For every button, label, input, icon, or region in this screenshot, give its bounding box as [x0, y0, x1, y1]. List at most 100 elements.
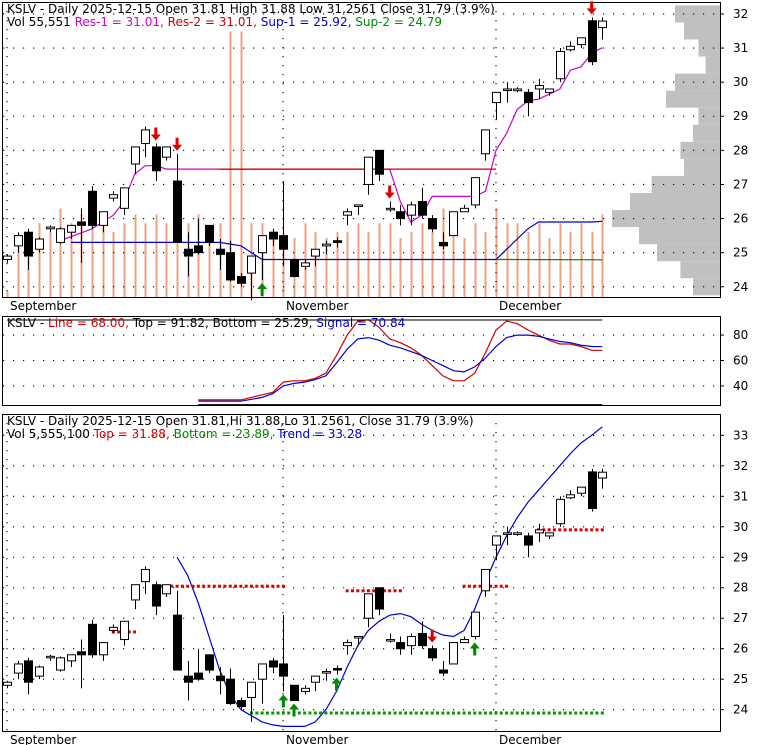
support-dot [425, 711, 429, 715]
trend-legend-part: Vol 5,555,100 [7, 427, 90, 441]
resistance-dot [159, 584, 163, 588]
resistance-dot [478, 584, 482, 588]
trend-candle [343, 642, 352, 647]
price-candle [439, 241, 448, 247]
support-dot [335, 711, 339, 715]
price-candle [120, 187, 129, 209]
support-dot [446, 711, 450, 715]
price-ytick-label: 32 [733, 7, 748, 21]
trend-candle [396, 642, 405, 650]
resistance-dot [117, 630, 121, 634]
volume-profile-bar [698, 39, 720, 57]
stoch-legend-part: KSLV - [7, 316, 48, 330]
price-candle [396, 211, 405, 220]
price-candle [503, 88, 512, 91]
price-candle [194, 245, 203, 254]
resistance-dot [568, 528, 572, 532]
volume-profile-bar [684, 22, 720, 40]
price-title: KSLV - Daily 2025-12-15 Open 31.81 High … [7, 2, 495, 16]
trend-candle [513, 532, 522, 535]
support-dot [366, 711, 370, 715]
price-candle [492, 91, 501, 104]
support-dot [510, 711, 514, 715]
trend-legend-part: Trend = 33.28 [273, 427, 362, 441]
price-candle [290, 258, 299, 278]
support-dot [287, 711, 291, 715]
trend-candle [460, 639, 469, 644]
price-candle [152, 146, 161, 172]
support-dot [531, 711, 535, 715]
trend-candle [56, 657, 65, 671]
support-dot [350, 711, 354, 715]
price-candle [279, 235, 288, 250]
resistance-dot [494, 584, 498, 588]
price-candle [14, 235, 23, 247]
price-ytick-label: 27 [733, 177, 748, 191]
trend-candle [35, 666, 44, 677]
support-dot [430, 711, 434, 715]
resistance-dot [260, 584, 264, 588]
trend-title: KSLV - Daily 2025-12-15 Open 31.81,Hi 31… [7, 414, 474, 428]
trend-ytick-label: 24 [733, 703, 748, 717]
price-legend-part: Sup-2 = 24.79 [351, 15, 442, 29]
price-candle [141, 129, 150, 145]
volume-profile-bar [675, 73, 720, 91]
buy-arrow-marker [257, 282, 268, 296]
support-dot [542, 711, 546, 715]
support-dot [590, 711, 594, 715]
price-candle [375, 149, 384, 175]
price-candle [205, 224, 214, 243]
trend-candle [301, 687, 310, 692]
resistance-dot [170, 584, 174, 588]
buy-arrow-marker [278, 694, 289, 708]
resistance-dot [393, 589, 397, 593]
stoch-frame [2, 316, 721, 406]
volume-profile-bar [675, 5, 720, 23]
trend-candle [322, 671, 331, 674]
resistance-dot [223, 584, 227, 588]
support-dot [441, 711, 445, 715]
price-candle [184, 248, 193, 257]
support-dot [595, 711, 599, 715]
resistance-dot [345, 589, 349, 593]
price-ytick-label: 25 [733, 246, 748, 260]
trend-ytick-label: 27 [733, 611, 748, 625]
support-dot [404, 711, 408, 715]
trend-candle [311, 675, 320, 683]
resistance-dot [489, 584, 493, 588]
price-candle [566, 45, 575, 51]
price-candle [588, 20, 597, 63]
trend-candle [120, 620, 129, 641]
stoch-ytick-label: 60 [733, 354, 748, 368]
support-dot [436, 711, 440, 715]
price-legend-part: Vol 55,551 [7, 15, 71, 29]
price-candle [513, 88, 522, 92]
price-candle [545, 88, 554, 93]
support-dot [388, 711, 392, 715]
price-xtick-label: December [499, 299, 561, 313]
price-ytick-label: 28 [733, 143, 748, 157]
price-candle [258, 235, 267, 254]
support-dot [414, 711, 418, 715]
trend-candle [492, 535, 501, 546]
support-dot [255, 711, 259, 715]
price-candle [428, 218, 437, 230]
support-dot [409, 711, 413, 715]
trend-line [176, 426, 603, 728]
stoch-ytick-label: 40 [733, 379, 748, 393]
stoch-line-line [198, 319, 603, 401]
support-dot [361, 711, 365, 715]
price-candle [333, 240, 342, 243]
support-dot [297, 711, 301, 715]
trend-candle [14, 663, 23, 674]
price-candle [301, 262, 310, 267]
price-candle [56, 228, 65, 243]
resistance-dot [271, 584, 275, 588]
volume-profile-bar [680, 141, 720, 159]
trend-xtick-label: September [10, 733, 76, 745]
trend-ytick-label: 28 [733, 581, 748, 595]
price-candle [247, 255, 256, 274]
price-candle [577, 37, 586, 46]
support-dot [473, 711, 477, 715]
resistance-dot [249, 584, 253, 588]
